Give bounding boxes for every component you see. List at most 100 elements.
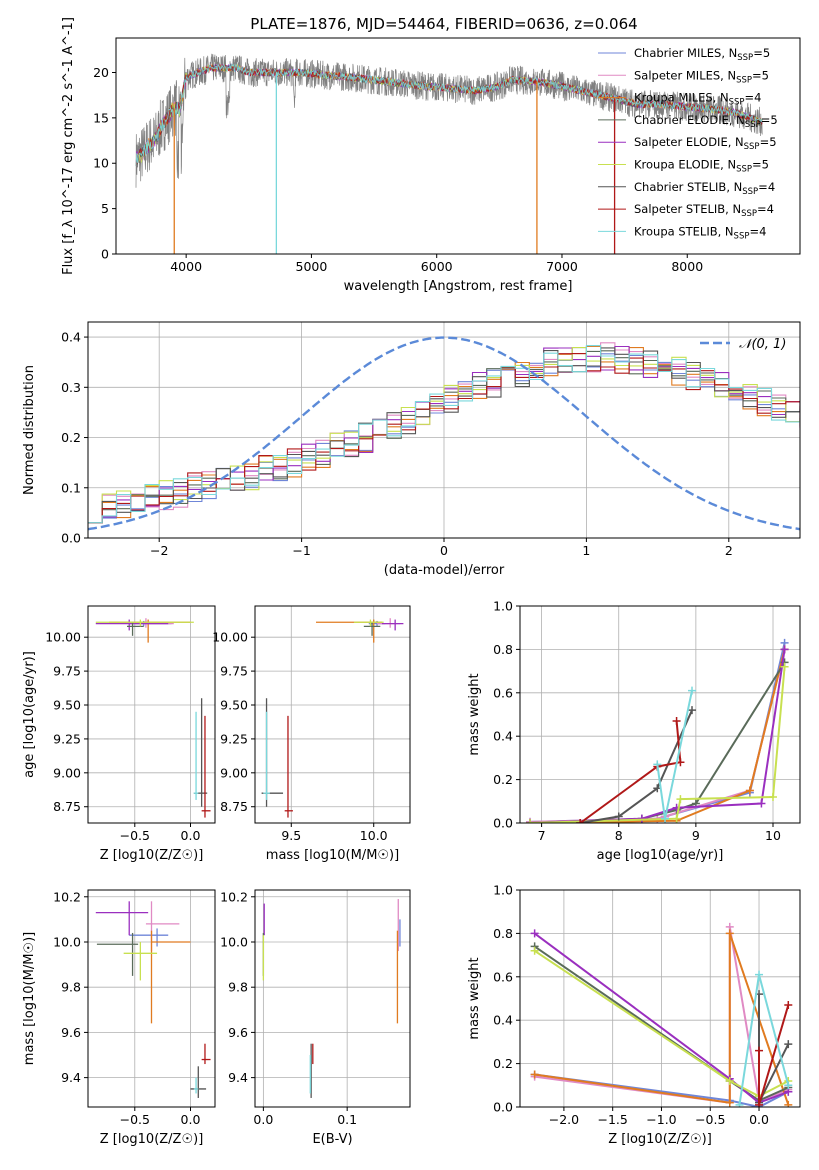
y-tick-label: 15 bbox=[93, 110, 109, 125]
histogram-chabrier-stelib bbox=[88, 347, 800, 524]
series-line bbox=[529, 666, 786, 823]
histogram-kroupa-stelib bbox=[88, 345, 800, 524]
residuals-plot-area bbox=[88, 322, 800, 538]
errorbar-salpeter-elodie bbox=[95, 901, 149, 936]
series-line bbox=[534, 949, 789, 1098]
y-tick-label: 8.75 bbox=[220, 799, 248, 814]
residuals-legend: 𝒩(0, 1) bbox=[700, 337, 786, 352]
data-point-marker bbox=[530, 946, 539, 955]
legend-label: Salpeter MILES, NSSP=5 bbox=[634, 68, 769, 85]
y-tick-label: 9.75 bbox=[53, 664, 81, 679]
errorbar-kroupa-elodie bbox=[95, 619, 194, 627]
series-line bbox=[534, 1073, 789, 1107]
data-point-marker bbox=[530, 1070, 539, 1079]
errorbar-kroupa-elodie bbox=[123, 941, 158, 981]
mass-weight-vs-age-panel: 7 8 9 10 0.0 0.2 0.4 0.6 0.8 1.0 age [log10(age/yr… bbox=[467, 599, 801, 863]
weight_vs_Z-axes: −2.0 −1.5 −1.0 −0.5 0.0 0.0 0.2 0.4 0.6 0.8 1.0 Z [… bbox=[467, 883, 801, 1147]
series-salpeter-miles bbox=[526, 645, 789, 823]
x-tick-label: −1.0 bbox=[646, 1112, 676, 1127]
x-axis-label: Z [log10(Z/Z☉)] bbox=[608, 1132, 712, 1147]
x-axis-label: mass [log10(M/M☉)] bbox=[266, 848, 399, 863]
data-point-marker bbox=[755, 1100, 764, 1107]
series-line bbox=[529, 642, 786, 823]
errorbar-kroupa-stelib bbox=[193, 711, 199, 800]
errorbar-kroupa-stelib bbox=[193, 1077, 199, 1094]
errorbar-chabrier-stelib bbox=[190, 1066, 207, 1098]
x-axis-label: E(B-V) bbox=[312, 1132, 352, 1147]
errorbar-salpeter-elodie bbox=[381, 619, 404, 631]
y-tick-label: 0.4 bbox=[61, 330, 81, 345]
errorbar-salpeter-stelib bbox=[201, 715, 211, 818]
x-tick-label: 8 bbox=[615, 828, 623, 843]
series-line bbox=[580, 709, 693, 823]
errorbar-kroupa-stelib bbox=[263, 711, 270, 800]
y-tick-label: 9.8 bbox=[61, 980, 81, 995]
legend-label: Chabrier ELODIE, NSSP=5 bbox=[634, 113, 778, 130]
x-tick-label: 8000 bbox=[671, 259, 703, 274]
mass-vs-reddening-panel: 0.0 0.1 9.4 9.6 9.8 10.0 10.2 E(B-V) bbox=[220, 889, 411, 1147]
y-tick-label: 9.75 bbox=[220, 664, 248, 679]
y-tick-label: 9.50 bbox=[53, 698, 81, 713]
mass_vs_ebv-axes: 0.0 0.1 9.4 9.6 9.8 10.0 10.2 E(B-V) bbox=[220, 889, 411, 1147]
y-tick-label: 9.8 bbox=[228, 980, 248, 995]
y-tick-label: 0.4 bbox=[493, 1013, 513, 1028]
mass_vs_Z-axes: −0.5 0.0 9.4 9.6 9.8 10.0 10.2 Z [log10(Z/Z☉)] m… bbox=[22, 889, 216, 1147]
y-tick-label: 9.25 bbox=[53, 731, 81, 746]
data-point-marker bbox=[676, 795, 685, 804]
data-point-marker bbox=[576, 819, 585, 823]
y-tick-label: 1.0 bbox=[493, 599, 513, 614]
y-tick-label: 5 bbox=[101, 201, 109, 216]
x-tick-label: −0.5 bbox=[120, 1112, 150, 1127]
series-line bbox=[529, 649, 786, 823]
residuals-axes: −2 −1 0 1 2 0.0 0.1 0.2 0.3 0.4 (data-model)/error… bbox=[22, 321, 801, 578]
data-point-marker bbox=[672, 814, 681, 823]
series-line bbox=[529, 661, 786, 823]
errorbar-salpeter-stelib bbox=[284, 715, 293, 818]
y-tick-label: 10.00 bbox=[212, 630, 248, 645]
y-tick-label: 9.4 bbox=[228, 1070, 248, 1085]
model-spectrum-kroupa-stelib bbox=[135, 63, 763, 166]
data-point-marker bbox=[526, 819, 535, 823]
data-point-marker bbox=[661, 814, 670, 823]
legend-label: Chabrier MILES, NSSP=5 bbox=[634, 46, 770, 63]
data-point-marker bbox=[780, 662, 789, 671]
errorbar-chabrier-elodie bbox=[363, 622, 381, 636]
series-line bbox=[579, 720, 682, 823]
spectrum-panel: 4000 5000 6000 7000 8000 0 5 10 15 20 wavelength [… bbox=[61, 17, 801, 294]
y-tick-label: 0.2 bbox=[61, 430, 81, 445]
normal-reference-curve bbox=[88, 336, 800, 531]
series-kroupa-stelib bbox=[735, 970, 793, 1107]
x-tick-label: 0.0 bbox=[253, 1112, 273, 1127]
series-line bbox=[534, 932, 789, 1104]
x-tick-label: −1.5 bbox=[598, 1112, 628, 1127]
x-tick-label: 5000 bbox=[296, 259, 328, 274]
data-point-marker bbox=[653, 760, 662, 769]
histogram-salpeter-miles bbox=[88, 342, 800, 524]
x-tick-label: 9.5 bbox=[281, 828, 301, 843]
y-tick-label: 0.8 bbox=[493, 926, 513, 941]
weight_vs_Z-plot-area bbox=[520, 890, 800, 1107]
histogram-kroupa-elodie bbox=[88, 347, 800, 524]
histogram-chabrier-elodie bbox=[88, 350, 800, 524]
y-axis-label: Flux [f_λ 10^-17 erg cm^-2 s^-1 A^-1] bbox=[61, 17, 76, 275]
data-point-marker bbox=[755, 1046, 764, 1055]
errorbar-salpeter-stelib bbox=[201, 1043, 211, 1065]
spectrum-plot-area bbox=[135, 53, 763, 254]
errorbar-chabrier-elodie bbox=[96, 932, 139, 976]
series-chabrier-elodie bbox=[526, 658, 789, 823]
axes-frame bbox=[87, 605, 216, 824]
x-tick-label: −1 bbox=[292, 543, 310, 558]
mass_vs_ebv-plot-area bbox=[255, 890, 410, 1107]
data-point-marker bbox=[757, 799, 766, 808]
data-point-marker bbox=[725, 929, 734, 938]
data-point-marker bbox=[725, 1098, 734, 1107]
y-tick-label: 8.75 bbox=[53, 799, 81, 814]
data-point-marker bbox=[688, 686, 697, 695]
x-axis-label: Z [log10(Z/Z☉)] bbox=[100, 1132, 204, 1147]
y-tick-label: 10.0 bbox=[53, 934, 81, 949]
y-tick-label: 0.4 bbox=[493, 729, 513, 744]
y-tick-label: 0.2 bbox=[493, 1056, 513, 1071]
data-point-marker bbox=[530, 929, 539, 938]
y-tick-label: 9.00 bbox=[53, 765, 81, 780]
